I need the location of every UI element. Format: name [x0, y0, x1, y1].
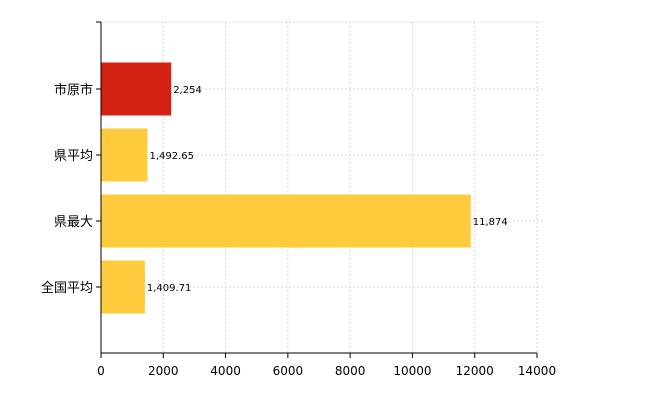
category-label-2: 県平均	[54, 149, 93, 164]
bar-1	[101, 62, 172, 116]
x-tick-label-3: 6000	[273, 364, 304, 378]
bar-2	[101, 128, 148, 182]
category-label-4: 全国平均	[41, 280, 93, 296]
axes	[96, 21, 538, 358]
x-tick-label-2: 4000	[210, 364, 241, 378]
data-label-4: 1,409.71	[147, 283, 192, 294]
bar-3	[101, 194, 471, 248]
data-label-2: 1,492.65	[149, 151, 194, 162]
data-label-3: 11,874	[473, 217, 508, 228]
x-tick-label-5: 10000	[393, 364, 431, 378]
data-label-1: 2,254	[173, 85, 202, 96]
labels: 2,254 市原市 1,492.65 県平均 11,874 県最大 1,409.71 全国平均…	[41, 82, 556, 378]
x-tick-label-1: 2000	[148, 364, 179, 378]
x-tick-label-6: 12000	[456, 364, 494, 378]
bar-4	[101, 260, 145, 314]
category-label-3: 県最大	[54, 215, 93, 230]
x-tick-label-4: 8000	[335, 364, 366, 378]
x-tick-label-7: 14000	[518, 364, 556, 378]
x-tick-label-0: 0	[97, 364, 105, 378]
category-label-1: 市原市	[54, 82, 93, 98]
bars	[101, 62, 471, 314]
